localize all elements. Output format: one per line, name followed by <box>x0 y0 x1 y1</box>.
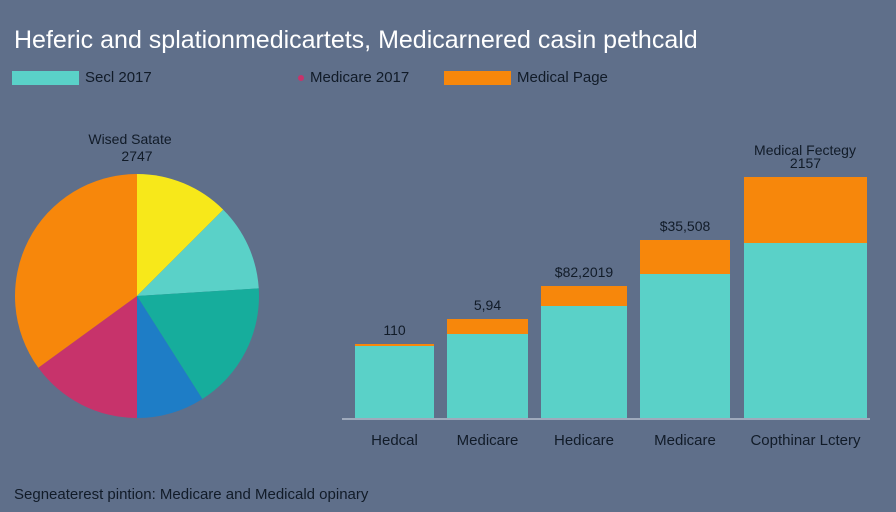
category-label-5: Copthinar Lctery <box>750 432 861 449</box>
bar-1-segment-1 <box>355 346 434 418</box>
category-label-1: Hedcal <box>371 432 418 449</box>
footer-caption: Segneaterest pintion: Medicare and Medic… <box>14 486 369 503</box>
legend-swatch-teal <box>12 70 79 85</box>
bar-data-label-5: 2157 <box>790 155 821 171</box>
pie-slice-2 <box>137 209 259 296</box>
bar-2-segment-1 <box>447 334 528 418</box>
legend-label: Secl 2017 <box>85 69 152 86</box>
category-label-4: Medicare <box>654 432 716 449</box>
pie-label-title: Wised Satate <box>88 131 171 147</box>
category-label-2: Medicare <box>457 432 519 449</box>
chart-title: Heferic and splationmedicartets, Medicar… <box>14 26 698 54</box>
category-label-3: Hedicare <box>554 432 614 449</box>
legend: Secl 2017 Medicare 2017 Medical Page <box>0 69 896 91</box>
legend-item-medicare: Medicare 2017 <box>298 69 409 86</box>
bar-data-label-1: 110 <box>383 322 406 338</box>
pie-label-value: 2747 <box>121 148 152 164</box>
legend-swatch-orange <box>444 70 511 85</box>
pie-slice-6 <box>15 174 137 368</box>
pie-slice-1 <box>137 174 224 296</box>
bar-data-label-3: $82,2019 <box>555 264 614 280</box>
pie-slice-4 <box>137 296 203 418</box>
legend-label: Medical Page <box>517 69 608 86</box>
bar-1-segment-2 <box>355 344 434 346</box>
legend-item-secl: Secl 2017 <box>12 69 152 86</box>
legend-item-medical-page: Medical Page <box>444 69 608 86</box>
bar-5-segment-2 <box>744 177 867 243</box>
bar-4-segment-1 <box>640 274 730 418</box>
bar-data-label-2: 5,94 <box>474 297 501 313</box>
legend-label: Medicare 2017 <box>310 69 410 86</box>
legend-swatch-magenta <box>298 74 304 81</box>
bar-3-segment-1 <box>541 306 627 418</box>
bar-data-label-4: $35,508 <box>660 218 711 234</box>
bar-4-segment-2 <box>640 240 730 274</box>
pie-slice-3 <box>137 288 259 400</box>
bar-3-segment-2 <box>541 286 627 306</box>
bar-top-note: Medical Fectegy <box>754 142 856 158</box>
bar-5-segment-1 <box>744 243 867 418</box>
pie-slice-5 <box>38 296 137 418</box>
pie-chart <box>15 174 259 418</box>
bar-chart: 110 Hedcal 5,94 Medicare $82,2019 Hedicare $35… <box>355 155 867 449</box>
bar-2-segment-2 <box>447 319 528 334</box>
